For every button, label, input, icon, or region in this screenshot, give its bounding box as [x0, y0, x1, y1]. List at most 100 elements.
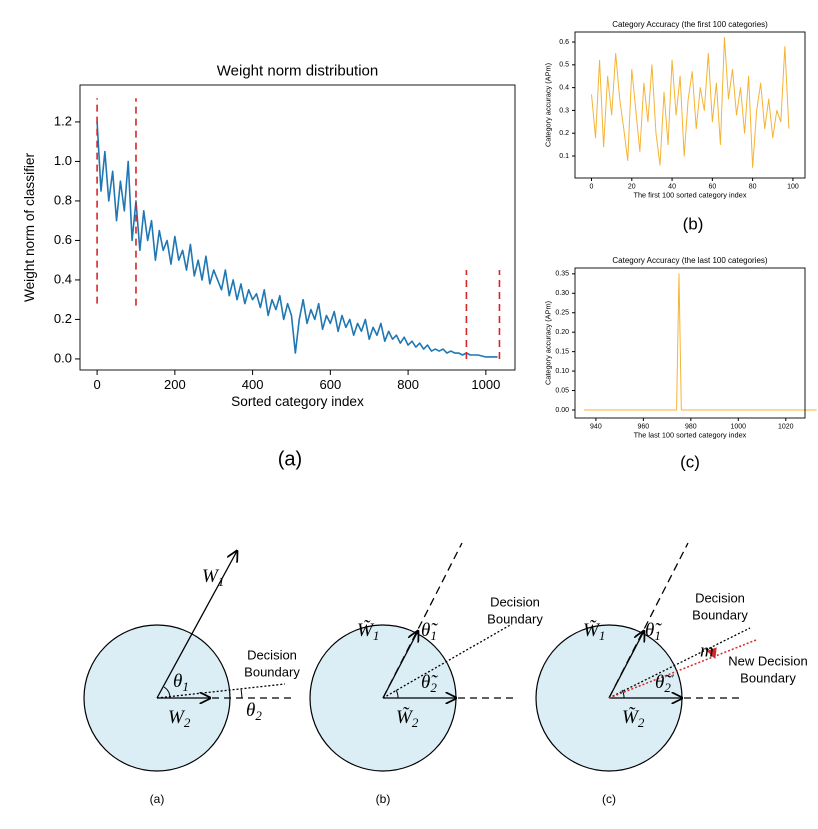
- y-tick-label: 0.35: [555, 271, 569, 278]
- subscript: 1: [218, 574, 225, 589]
- symbol: θ: [246, 700, 255, 721]
- y-tick-label: 0.0: [54, 350, 72, 365]
- y-tick-label: 0.15: [555, 348, 569, 355]
- symbol: W̃: [583, 620, 601, 641]
- y-tick-label: 0.4: [559, 84, 569, 91]
- y-tick-label: 0.20: [555, 329, 569, 336]
- symbol: W̃: [622, 707, 640, 728]
- x-tick-label: 0: [590, 183, 594, 190]
- x-tick-label: 0: [93, 377, 100, 392]
- y-tick-label: 0.4: [54, 271, 72, 286]
- w2-label: W̃2: [396, 707, 419, 730]
- x-tick-label: 1000: [471, 377, 500, 392]
- theta1-label: θ1: [173, 671, 189, 694]
- y-tick-label: 0.10: [555, 368, 569, 375]
- x-tick-label: 40: [668, 183, 676, 190]
- x-axis-label: Sorted category index: [231, 394, 364, 409]
- x-tick-label: 80: [749, 183, 757, 190]
- symbol: W̃: [396, 707, 414, 728]
- new-boundary-label: New Decision: [728, 653, 807, 668]
- theta1-label: θ̃1: [645, 620, 662, 643]
- y-tick-label: 0.2: [54, 311, 72, 326]
- y-tick-label: 0.30: [555, 290, 569, 297]
- boundary-label: Decision: [490, 594, 540, 609]
- subscript: 1: [182, 679, 189, 694]
- x-axis-label: The last 100 sorted category index: [634, 431, 747, 440]
- w1-label: W1: [202, 566, 224, 589]
- x-tick-label: 600: [319, 377, 341, 392]
- subscript: 2: [430, 680, 437, 695]
- x-tick-label: 960: [638, 423, 650, 430]
- subscript: 2: [184, 715, 191, 730]
- subscript: 2: [664, 680, 671, 695]
- symbol: W: [202, 566, 220, 587]
- y-tick-label: 0.1: [559, 153, 569, 160]
- chart-title: Weight norm distribution: [217, 62, 378, 79]
- y-tick-label: 0.05: [555, 387, 569, 394]
- x-tick-label: 1000: [731, 423, 747, 430]
- w2-label: W̃2: [622, 707, 645, 730]
- y-tick-label: 0.3: [559, 107, 569, 114]
- plot-frame: [79, 84, 516, 371]
- boundary-label: Boundary: [692, 607, 748, 622]
- x-tick-label: 20: [628, 183, 636, 190]
- y-tick-label: 0.5: [559, 62, 569, 69]
- x-tick-label: 200: [164, 377, 186, 392]
- y-tick-label: 1.2: [54, 113, 72, 128]
- w2-label: W2: [168, 707, 191, 730]
- diagram-b: W̃1 θ̃1 θ̃2 W̃2 Decision Boundary (b): [309, 542, 543, 806]
- panel-label: (a): [278, 448, 302, 470]
- new-boundary-label: Boundary: [740, 670, 796, 685]
- boundary-label: Decision: [695, 590, 745, 605]
- symbol: W̃: [357, 620, 375, 641]
- symbol: W: [168, 707, 186, 728]
- subscript: 1: [654, 628, 661, 643]
- w1-label: W̃1: [357, 620, 379, 643]
- chart: 940 960 980 1000 1020 0.00 0.05 0.10 0.15 0.20 0.2…: [543, 256, 817, 440]
- panel-label: (b): [683, 214, 704, 233]
- data-line: [584, 273, 817, 411]
- subscript: 2: [638, 715, 645, 730]
- margin-label: m: [700, 640, 714, 661]
- y-tick-label: 0.00: [555, 407, 569, 414]
- caption: (b): [376, 792, 391, 806]
- chart: 0 20 40 60 80 100 0.1 0.2 0.3 0.4 0.5 0.6 Category A…: [543, 20, 806, 200]
- diagram-a: W1 θ1 W2 θ2 Decision Boundary (a): [83, 551, 300, 806]
- symbol: θ: [173, 671, 182, 692]
- y-tick-label: 0.6: [54, 232, 72, 247]
- x-tick-label: 60: [708, 183, 716, 190]
- y-axis-label: Weight norm of classifier: [22, 153, 37, 303]
- y-axis-label: Category accuracy (APm): [543, 301, 552, 385]
- x-axis-label: The first 100 sorted category index: [633, 191, 746, 200]
- w1-label: W̃1: [583, 620, 605, 643]
- chart: 0 200 400 600 800 1000 0.0 0.2 0.4 0.6 0.8 1.0 1.2 We…: [22, 62, 516, 409]
- diagram-c: W̃1 θ̃1 θ̃2′ W̃2 m Decision Boundary New…: [535, 542, 808, 806]
- chart-title: Category Accuracy (the first 100 categor…: [612, 20, 768, 29]
- data-line: [591, 36, 790, 168]
- panel-label: (c): [680, 452, 700, 471]
- y-tick-label: 0.2: [559, 130, 569, 137]
- y-tick-label: 0.6: [559, 39, 569, 46]
- y-axis-label: Category accuracy (APm): [543, 63, 552, 147]
- boundary-label: Decision: [247, 647, 297, 662]
- data-line: [96, 121, 498, 358]
- subscript: 2: [412, 715, 419, 730]
- y-tick-label: 0.25: [555, 310, 569, 317]
- subscript: 1: [373, 628, 380, 643]
- boundary-label: Boundary: [487, 611, 543, 626]
- chart-title: Category Accuracy (the last 100 categori…: [612, 256, 768, 265]
- y-tick-label: 0.8: [54, 192, 72, 207]
- x-tick-label: 1020: [778, 423, 794, 430]
- x-tick-label: 980: [685, 423, 697, 430]
- subscript: 1: [430, 628, 437, 643]
- x-tick-label: 400: [242, 377, 264, 392]
- x-tick-label: 940: [590, 423, 602, 430]
- subscript: 1: [599, 628, 606, 643]
- plot-frame: [574, 267, 806, 419]
- theta1-label: θ̃1: [421, 620, 438, 643]
- theta2-label: θ2: [246, 700, 262, 723]
- caption: (a): [150, 792, 165, 806]
- plot-frame: [574, 31, 806, 179]
- prime: ′: [671, 671, 674, 686]
